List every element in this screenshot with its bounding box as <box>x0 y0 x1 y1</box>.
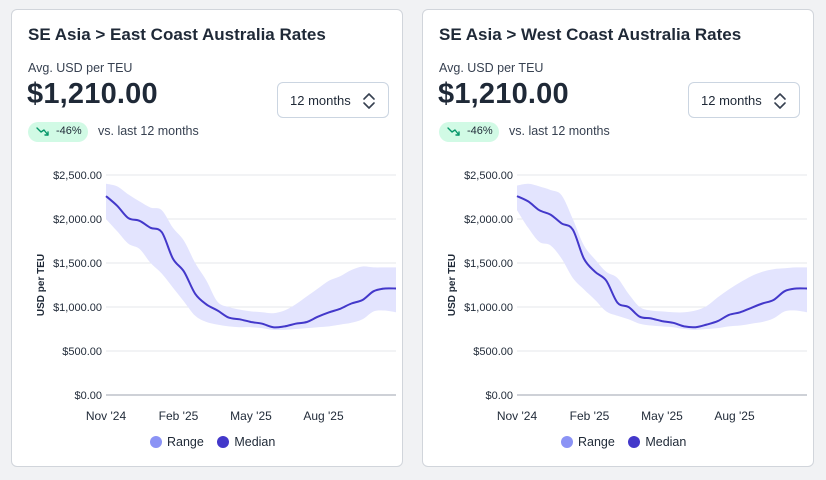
rate-card-east-coast: SE Asia > East Coast Australia Rates Avg… <box>11 9 403 467</box>
y-tick-label: $2,000.00 <box>464 214 513 226</box>
period-select[interactable]: 12 months <box>688 82 800 118</box>
legend-range[interactable]: Range <box>150 435 204 449</box>
legend-median-label: Median <box>645 435 687 449</box>
x-tick-label: Aug '25 <box>303 409 344 423</box>
legend-range-label: Range <box>167 435 204 449</box>
x-tick-label: Nov '24 <box>497 409 538 423</box>
y-tick-label: $500.00 <box>473 346 513 358</box>
y-axis-label: USD per TEU <box>36 254 47 316</box>
change-badge-value: -46% <box>467 125 493 137</box>
chevron-up-down-icon <box>363 93 375 109</box>
y-tick-label: $2,500.00 <box>53 170 102 182</box>
legend-range[interactable]: Range <box>561 435 615 449</box>
rate-card-west-coast: SE Asia > West Coast Australia Rates Avg… <box>422 9 814 467</box>
rate-chart: $2,500.00 $2,000.00 $1,500.00 $1,000.00 $500… <box>36 170 397 423</box>
chart-legend: Range Median <box>561 435 696 449</box>
median-dot-icon <box>628 436 641 448</box>
x-tick-label: Aug '25 <box>714 409 755 423</box>
comparison-text: vs. last 12 months <box>98 124 199 138</box>
average-price: $1,210.00 <box>438 78 569 110</box>
card-title: SE Asia > East Coast Australia Rates <box>28 25 326 44</box>
range-band <box>106 183 396 331</box>
period-select[interactable]: 12 months <box>277 82 389 118</box>
median-line <box>516 195 808 329</box>
y-tick-label: $2,500.00 <box>464 170 513 182</box>
legend-median[interactable]: Median <box>217 435 275 449</box>
card-subtitle: Avg. USD per TEU <box>439 61 544 75</box>
legend-median-label: Median <box>234 435 276 449</box>
card-subtitle: Avg. USD per TEU <box>28 61 133 75</box>
y-tick-label: $2,000.00 <box>53 214 102 226</box>
trend-down-icon <box>36 127 49 136</box>
range-dot-icon <box>150 436 162 448</box>
x-tick-label: May '25 <box>230 409 272 423</box>
y-tick-label: $1,500.00 <box>464 258 513 270</box>
y-tick-label: $1,500.00 <box>53 258 102 270</box>
y-tick-label: $1,000.00 <box>53 302 102 314</box>
x-tick-label: May '25 <box>641 409 683 423</box>
chevron-up-down-icon <box>774 93 786 109</box>
median-line <box>105 195 397 329</box>
rate-chart: $2,500.00 $2,000.00 $1,500.00 $1,000.00 $500… <box>447 170 808 423</box>
y-tick-label: $0.00 <box>485 390 513 402</box>
y-tick-label: $500.00 <box>62 346 102 358</box>
median-dot-icon <box>217 436 230 448</box>
y-tick-label: $0.00 <box>74 390 102 402</box>
legend-median[interactable]: Median <box>628 435 686 449</box>
period-select-value: 12 months <box>290 93 351 108</box>
period-select-value: 12 months <box>701 93 762 108</box>
change-badge-value: -46% <box>56 125 82 137</box>
change-badge: -46% <box>28 122 88 142</box>
x-tick-label: Feb '25 <box>159 409 199 423</box>
range-dot-icon <box>561 436 573 448</box>
legend-range-label: Range <box>578 435 615 449</box>
y-axis-label: USD per TEU <box>447 254 458 316</box>
average-price: $1,210.00 <box>27 78 158 110</box>
range-band <box>517 183 807 330</box>
chart-legend: Range Median <box>150 435 285 449</box>
comparison-text: vs. last 12 months <box>509 124 610 138</box>
trend-down-icon <box>447 127 460 136</box>
card-title: SE Asia > West Coast Australia Rates <box>439 25 742 44</box>
x-tick-label: Feb '25 <box>570 409 610 423</box>
change-badge: -46% <box>439 122 499 142</box>
x-tick-label: Nov '24 <box>86 409 127 423</box>
y-tick-label: $1,000.00 <box>464 302 513 314</box>
